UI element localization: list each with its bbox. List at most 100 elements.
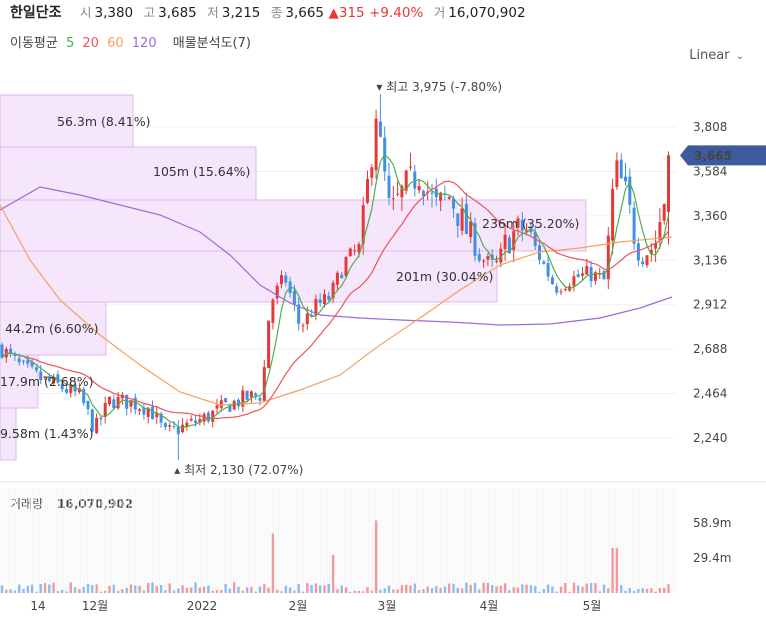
- open-label: 시: [79, 5, 92, 20]
- volume-bar: [254, 591, 257, 593]
- volume-bar: [134, 585, 137, 593]
- volume-bar: [357, 590, 361, 593]
- scale-toggle[interactable]: Linear ⌄: [689, 48, 744, 63]
- volume-bar: [568, 591, 571, 593]
- volume-bar: [121, 589, 124, 593]
- candle-body: [641, 261, 645, 265]
- volume-bar: [159, 584, 163, 593]
- volume-bar: [198, 587, 201, 593]
- volume-bar: [430, 587, 434, 593]
- y-axis-tick-label: 3,584: [693, 164, 727, 178]
- volume-bar: [207, 585, 210, 593]
- candle-body: [112, 399, 116, 409]
- volume-bar: [374, 520, 378, 593]
- candle-body: [82, 389, 86, 404]
- volume-bar: [607, 588, 610, 593]
- candle-body: [280, 275, 283, 285]
- high-value: 3,685: [158, 5, 197, 21]
- candle-body: [589, 267, 593, 282]
- max-price-marker: ▾ 최고 3,975 (-7.80%): [376, 80, 502, 94]
- volume-bar: [456, 587, 459, 593]
- ma20-line: [1, 180, 669, 420]
- candle-body: [228, 404, 232, 412]
- volume-bar: [546, 584, 550, 593]
- ma5-line: [1, 153, 670, 429]
- candle-body: [185, 422, 189, 427]
- volume-bar: [525, 584, 528, 593]
- candle-body: [357, 244, 361, 253]
- volume-bar: [344, 587, 348, 593]
- volume-bar: [448, 583, 451, 593]
- volume-bar: [310, 584, 313, 593]
- y-axis-tick-label: 2,464: [693, 387, 727, 401]
- volume-bar: [392, 589, 395, 593]
- volume-bar: [667, 584, 670, 593]
- volume-bar: [48, 584, 51, 593]
- volume-bar: [280, 591, 283, 593]
- volume-bar: [486, 583, 490, 593]
- volume-bar: [319, 585, 322, 593]
- volume-profile-label: 236m (35.20%): [482, 216, 579, 231]
- candle-body: [430, 192, 434, 194]
- candle-body: [318, 299, 322, 304]
- x-axis-tick-label: 14: [30, 599, 45, 613]
- volume-bar: [293, 590, 296, 593]
- candle-body: [370, 167, 374, 178]
- candle-body: [516, 218, 520, 228]
- volume-bar: [620, 585, 623, 593]
- candle-body: [155, 413, 159, 418]
- ma20-label: 20: [82, 36, 99, 51]
- candle-body: [464, 204, 468, 235]
- ma5-label: 5: [65, 36, 75, 51]
- candle-body: [262, 367, 266, 401]
- candle-body: [245, 390, 249, 400]
- volume-bar: [400, 585, 404, 593]
- volume-bar: [215, 590, 219, 593]
- candle-body: [176, 427, 180, 435]
- candle-body: [520, 219, 524, 231]
- volume-bar: [366, 586, 369, 593]
- volume-bar: [577, 585, 580, 593]
- volume-bar: [233, 582, 236, 593]
- volume-bar: [69, 582, 72, 593]
- candle-body: [460, 208, 464, 231]
- volume-bar: [13, 590, 17, 593]
- candle-body: [99, 417, 103, 420]
- ma-label[interactable]: 이동평균: [10, 36, 58, 51]
- volume-bar: [52, 582, 55, 593]
- volume-profile-label[interactable]: 매물분석도(7): [172, 36, 251, 51]
- volume-bar: [409, 585, 412, 593]
- volume-bar: [469, 584, 472, 593]
- volume-bar: [654, 591, 657, 593]
- candle-body: [142, 407, 146, 415]
- volume-bar: [503, 583, 507, 593]
- volume-profile-bar: [0, 301, 107, 356]
- candle-body: [133, 397, 137, 410]
- candle-body: [172, 426, 176, 428]
- candle-body: [542, 261, 546, 264]
- candle-body: [275, 285, 279, 299]
- volume-bar: [26, 585, 29, 593]
- volume-label: 거: [433, 5, 446, 20]
- close-label: 종: [270, 5, 283, 20]
- volume-profile-label: 44.2m (6.60%): [5, 321, 98, 336]
- candle-body: [34, 367, 38, 371]
- stock-name: 한일단조: [10, 5, 62, 21]
- candle-body: [473, 223, 477, 256]
- candle-body: [495, 260, 498, 262]
- low-label: 저: [207, 5, 219, 20]
- volume-bar: [443, 586, 447, 593]
- candle-body: [168, 425, 172, 427]
- volume-bar: [417, 590, 421, 593]
- candle-body: [13, 354, 17, 356]
- volume-bar: [147, 582, 150, 593]
- x-axis-tick-label: 2022: [187, 599, 218, 613]
- volume-bar: [452, 583, 455, 593]
- volume-bar: [237, 586, 240, 593]
- volume-bar: [465, 582, 468, 593]
- volume-profile-label: 56.3m (8.41%): [57, 114, 150, 129]
- volume-bar: [534, 585, 537, 593]
- volume-bar: [370, 590, 373, 593]
- candle-body: [69, 384, 73, 393]
